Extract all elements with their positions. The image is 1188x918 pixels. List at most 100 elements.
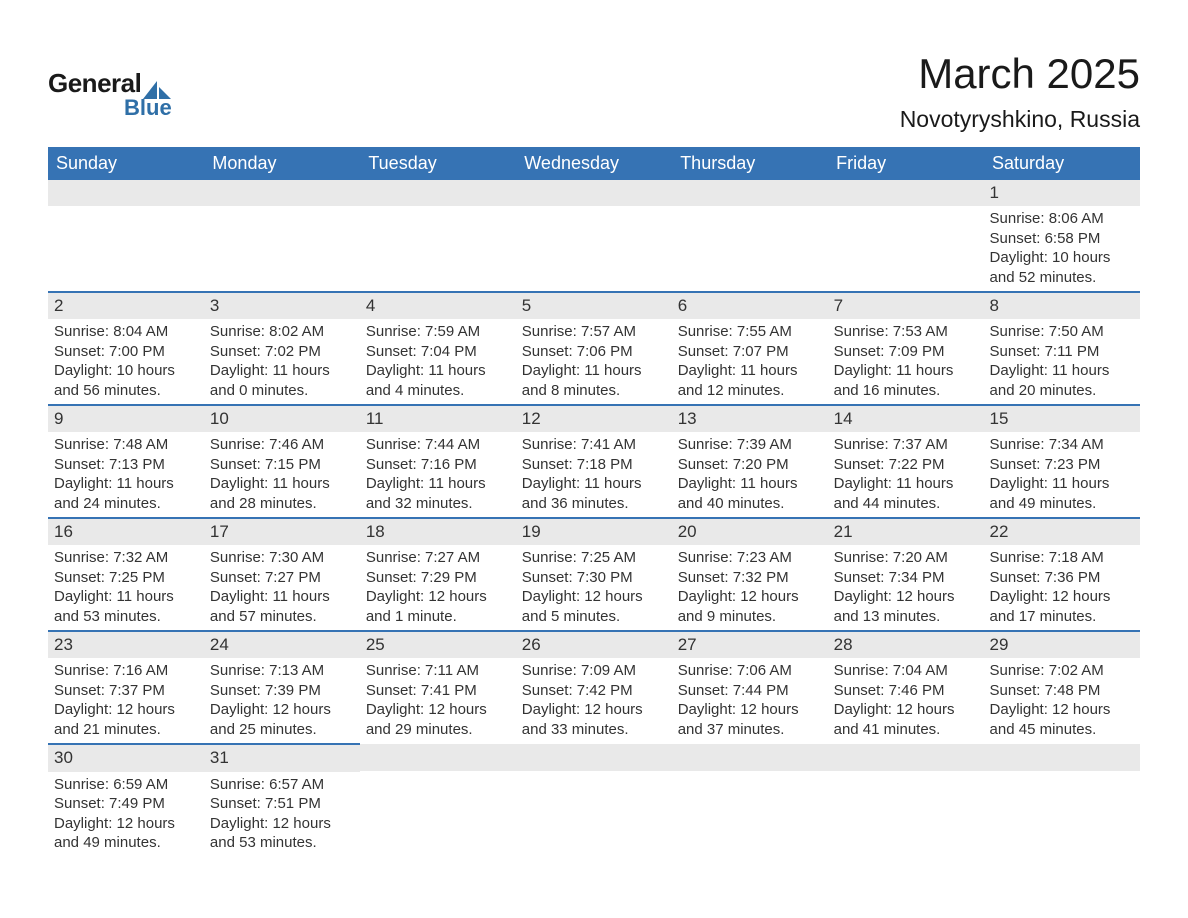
day-cell: 6Sunrise: 7:55 AMSunset: 7:07 PMDaylight… <box>672 292 828 405</box>
day-cell: 11Sunrise: 7:44 AMSunset: 7:16 PMDayligh… <box>360 405 516 518</box>
sunset-line: Sunset: 7:32 PM <box>678 568 822 588</box>
day-number-bar-empty <box>984 744 1140 770</box>
sunrise-line: Sunrise: 6:59 AM <box>54 775 198 795</box>
sunrise-line: Sunrise: 7:34 AM <box>990 435 1134 455</box>
sunset-line: Sunset: 7:48 PM <box>990 681 1134 701</box>
day-cell: 14Sunrise: 7:37 AMSunset: 7:22 PMDayligh… <box>828 405 984 518</box>
daylight-line: Daylight: 12 hours and 9 minutes. <box>678 587 822 626</box>
sunrise-line: Sunrise: 7:20 AM <box>834 548 978 568</box>
day-number: 27 <box>672 632 828 658</box>
sunrise-line: Sunrise: 7:13 AM <box>210 661 354 681</box>
day-cell: 10Sunrise: 7:46 AMSunset: 7:15 PMDayligh… <box>204 405 360 518</box>
daylight-line: Daylight: 12 hours and 49 minutes. <box>54 814 198 853</box>
day-cell: 19Sunrise: 7:25 AMSunset: 7:30 PMDayligh… <box>516 518 672 631</box>
day-cell: 25Sunrise: 7:11 AMSunset: 7:41 PMDayligh… <box>360 631 516 744</box>
sunrise-line: Sunrise: 7:11 AM <box>366 661 510 681</box>
day-cell: 15Sunrise: 7:34 AMSunset: 7:23 PMDayligh… <box>984 405 1140 518</box>
daylight-line: Daylight: 11 hours and 8 minutes. <box>522 361 666 400</box>
daylight-line: Daylight: 11 hours and 44 minutes. <box>834 474 978 513</box>
daylight-line: Daylight: 12 hours and 1 minute. <box>366 587 510 626</box>
day-cell <box>516 180 672 292</box>
daylight-line: Daylight: 12 hours and 25 minutes. <box>210 700 354 739</box>
daylight-line: Daylight: 11 hours and 57 minutes. <box>210 587 354 626</box>
sunset-line: Sunset: 7:39 PM <box>210 681 354 701</box>
day-number: 1 <box>984 180 1140 206</box>
month-title: March 2025 <box>900 50 1140 98</box>
sunrise-line: Sunrise: 7:57 AM <box>522 322 666 342</box>
day-cell <box>828 744 984 856</box>
day-number: 13 <box>672 406 828 432</box>
day-cell <box>360 744 516 856</box>
weekday-thursday: Thursday <box>672 147 828 180</box>
day-number-bar-empty <box>516 744 672 770</box>
sunset-line: Sunset: 7:25 PM <box>54 568 198 588</box>
logo: General Blue <box>48 68 172 121</box>
weekday-sunday: Sunday <box>48 147 204 180</box>
daylight-line: Daylight: 11 hours and 53 minutes. <box>54 587 198 626</box>
weekday-tuesday: Tuesday <box>360 147 516 180</box>
sunset-line: Sunset: 6:58 PM <box>990 229 1134 249</box>
day-number-bar-empty <box>48 180 204 206</box>
day-number: 11 <box>360 406 516 432</box>
day-number: 22 <box>984 519 1140 545</box>
day-cell: 4Sunrise: 7:59 AMSunset: 7:04 PMDaylight… <box>360 292 516 405</box>
day-cell <box>984 744 1140 856</box>
sunrise-line: Sunrise: 7:48 AM <box>54 435 198 455</box>
daylight-line: Daylight: 12 hours and 5 minutes. <box>522 587 666 626</box>
day-cell: 2Sunrise: 8:04 AMSunset: 7:00 PMDaylight… <box>48 292 204 405</box>
daylight-line: Daylight: 12 hours and 13 minutes. <box>834 587 978 626</box>
sunrise-line: Sunrise: 7:50 AM <box>990 322 1134 342</box>
day-number: 8 <box>984 293 1140 319</box>
sunset-line: Sunset: 7:02 PM <box>210 342 354 362</box>
week-row: 1Sunrise: 8:06 AMSunset: 6:58 PMDaylight… <box>48 180 1140 292</box>
day-cell: 18Sunrise: 7:27 AMSunset: 7:29 PMDayligh… <box>360 518 516 631</box>
day-number-bar-empty <box>204 180 360 206</box>
sunset-line: Sunset: 7:49 PM <box>54 794 198 814</box>
day-number: 9 <box>48 406 204 432</box>
sunset-line: Sunset: 7:42 PM <box>522 681 666 701</box>
day-number: 23 <box>48 632 204 658</box>
sunset-line: Sunset: 7:30 PM <box>522 568 666 588</box>
daylight-line: Daylight: 12 hours and 45 minutes. <box>990 700 1134 739</box>
weekday-wednesday: Wednesday <box>516 147 672 180</box>
sunset-line: Sunset: 7:44 PM <box>678 681 822 701</box>
daylight-line: Daylight: 12 hours and 37 minutes. <box>678 700 822 739</box>
day-cell: 9Sunrise: 7:48 AMSunset: 7:13 PMDaylight… <box>48 405 204 518</box>
day-number: 26 <box>516 632 672 658</box>
day-number: 12 <box>516 406 672 432</box>
daylight-line: Daylight: 11 hours and 49 minutes. <box>990 474 1134 513</box>
sunrise-line: Sunrise: 7:23 AM <box>678 548 822 568</box>
sunrise-line: Sunrise: 7:09 AM <box>522 661 666 681</box>
day-cell: 7Sunrise: 7:53 AMSunset: 7:09 PMDaylight… <box>828 292 984 405</box>
daylight-line: Daylight: 10 hours and 56 minutes. <box>54 361 198 400</box>
weekday-saturday: Saturday <box>984 147 1140 180</box>
day-number: 14 <box>828 406 984 432</box>
day-cell: 28Sunrise: 7:04 AMSunset: 7:46 PMDayligh… <box>828 631 984 744</box>
day-cell: 21Sunrise: 7:20 AMSunset: 7:34 PMDayligh… <box>828 518 984 631</box>
sunset-line: Sunset: 7:00 PM <box>54 342 198 362</box>
day-number: 5 <box>516 293 672 319</box>
week-row: 16Sunrise: 7:32 AMSunset: 7:25 PMDayligh… <box>48 518 1140 631</box>
day-number-bar-empty <box>672 180 828 206</box>
sunset-line: Sunset: 7:27 PM <box>210 568 354 588</box>
day-cell: 22Sunrise: 7:18 AMSunset: 7:36 PMDayligh… <box>984 518 1140 631</box>
day-number-bar-empty <box>360 180 516 206</box>
sunrise-line: Sunrise: 8:02 AM <box>210 322 354 342</box>
sunset-line: Sunset: 7:18 PM <box>522 455 666 475</box>
day-number: 7 <box>828 293 984 319</box>
sunset-line: Sunset: 7:13 PM <box>54 455 198 475</box>
daylight-line: Daylight: 12 hours and 41 minutes. <box>834 700 978 739</box>
sunset-line: Sunset: 7:11 PM <box>990 342 1134 362</box>
sunset-line: Sunset: 7:51 PM <box>210 794 354 814</box>
day-cell: 17Sunrise: 7:30 AMSunset: 7:27 PMDayligh… <box>204 518 360 631</box>
sunrise-line: Sunrise: 7:46 AM <box>210 435 354 455</box>
sunset-line: Sunset: 7:37 PM <box>54 681 198 701</box>
day-number: 29 <box>984 632 1140 658</box>
sunset-line: Sunset: 7:20 PM <box>678 455 822 475</box>
day-number-bar-empty <box>516 180 672 206</box>
sunrise-line: Sunrise: 7:25 AM <box>522 548 666 568</box>
sunrise-line: Sunrise: 7:53 AM <box>834 322 978 342</box>
day-number: 24 <box>204 632 360 658</box>
daylight-line: Daylight: 11 hours and 12 minutes. <box>678 361 822 400</box>
day-cell: 31Sunrise: 6:57 AMSunset: 7:51 PMDayligh… <box>204 744 360 856</box>
